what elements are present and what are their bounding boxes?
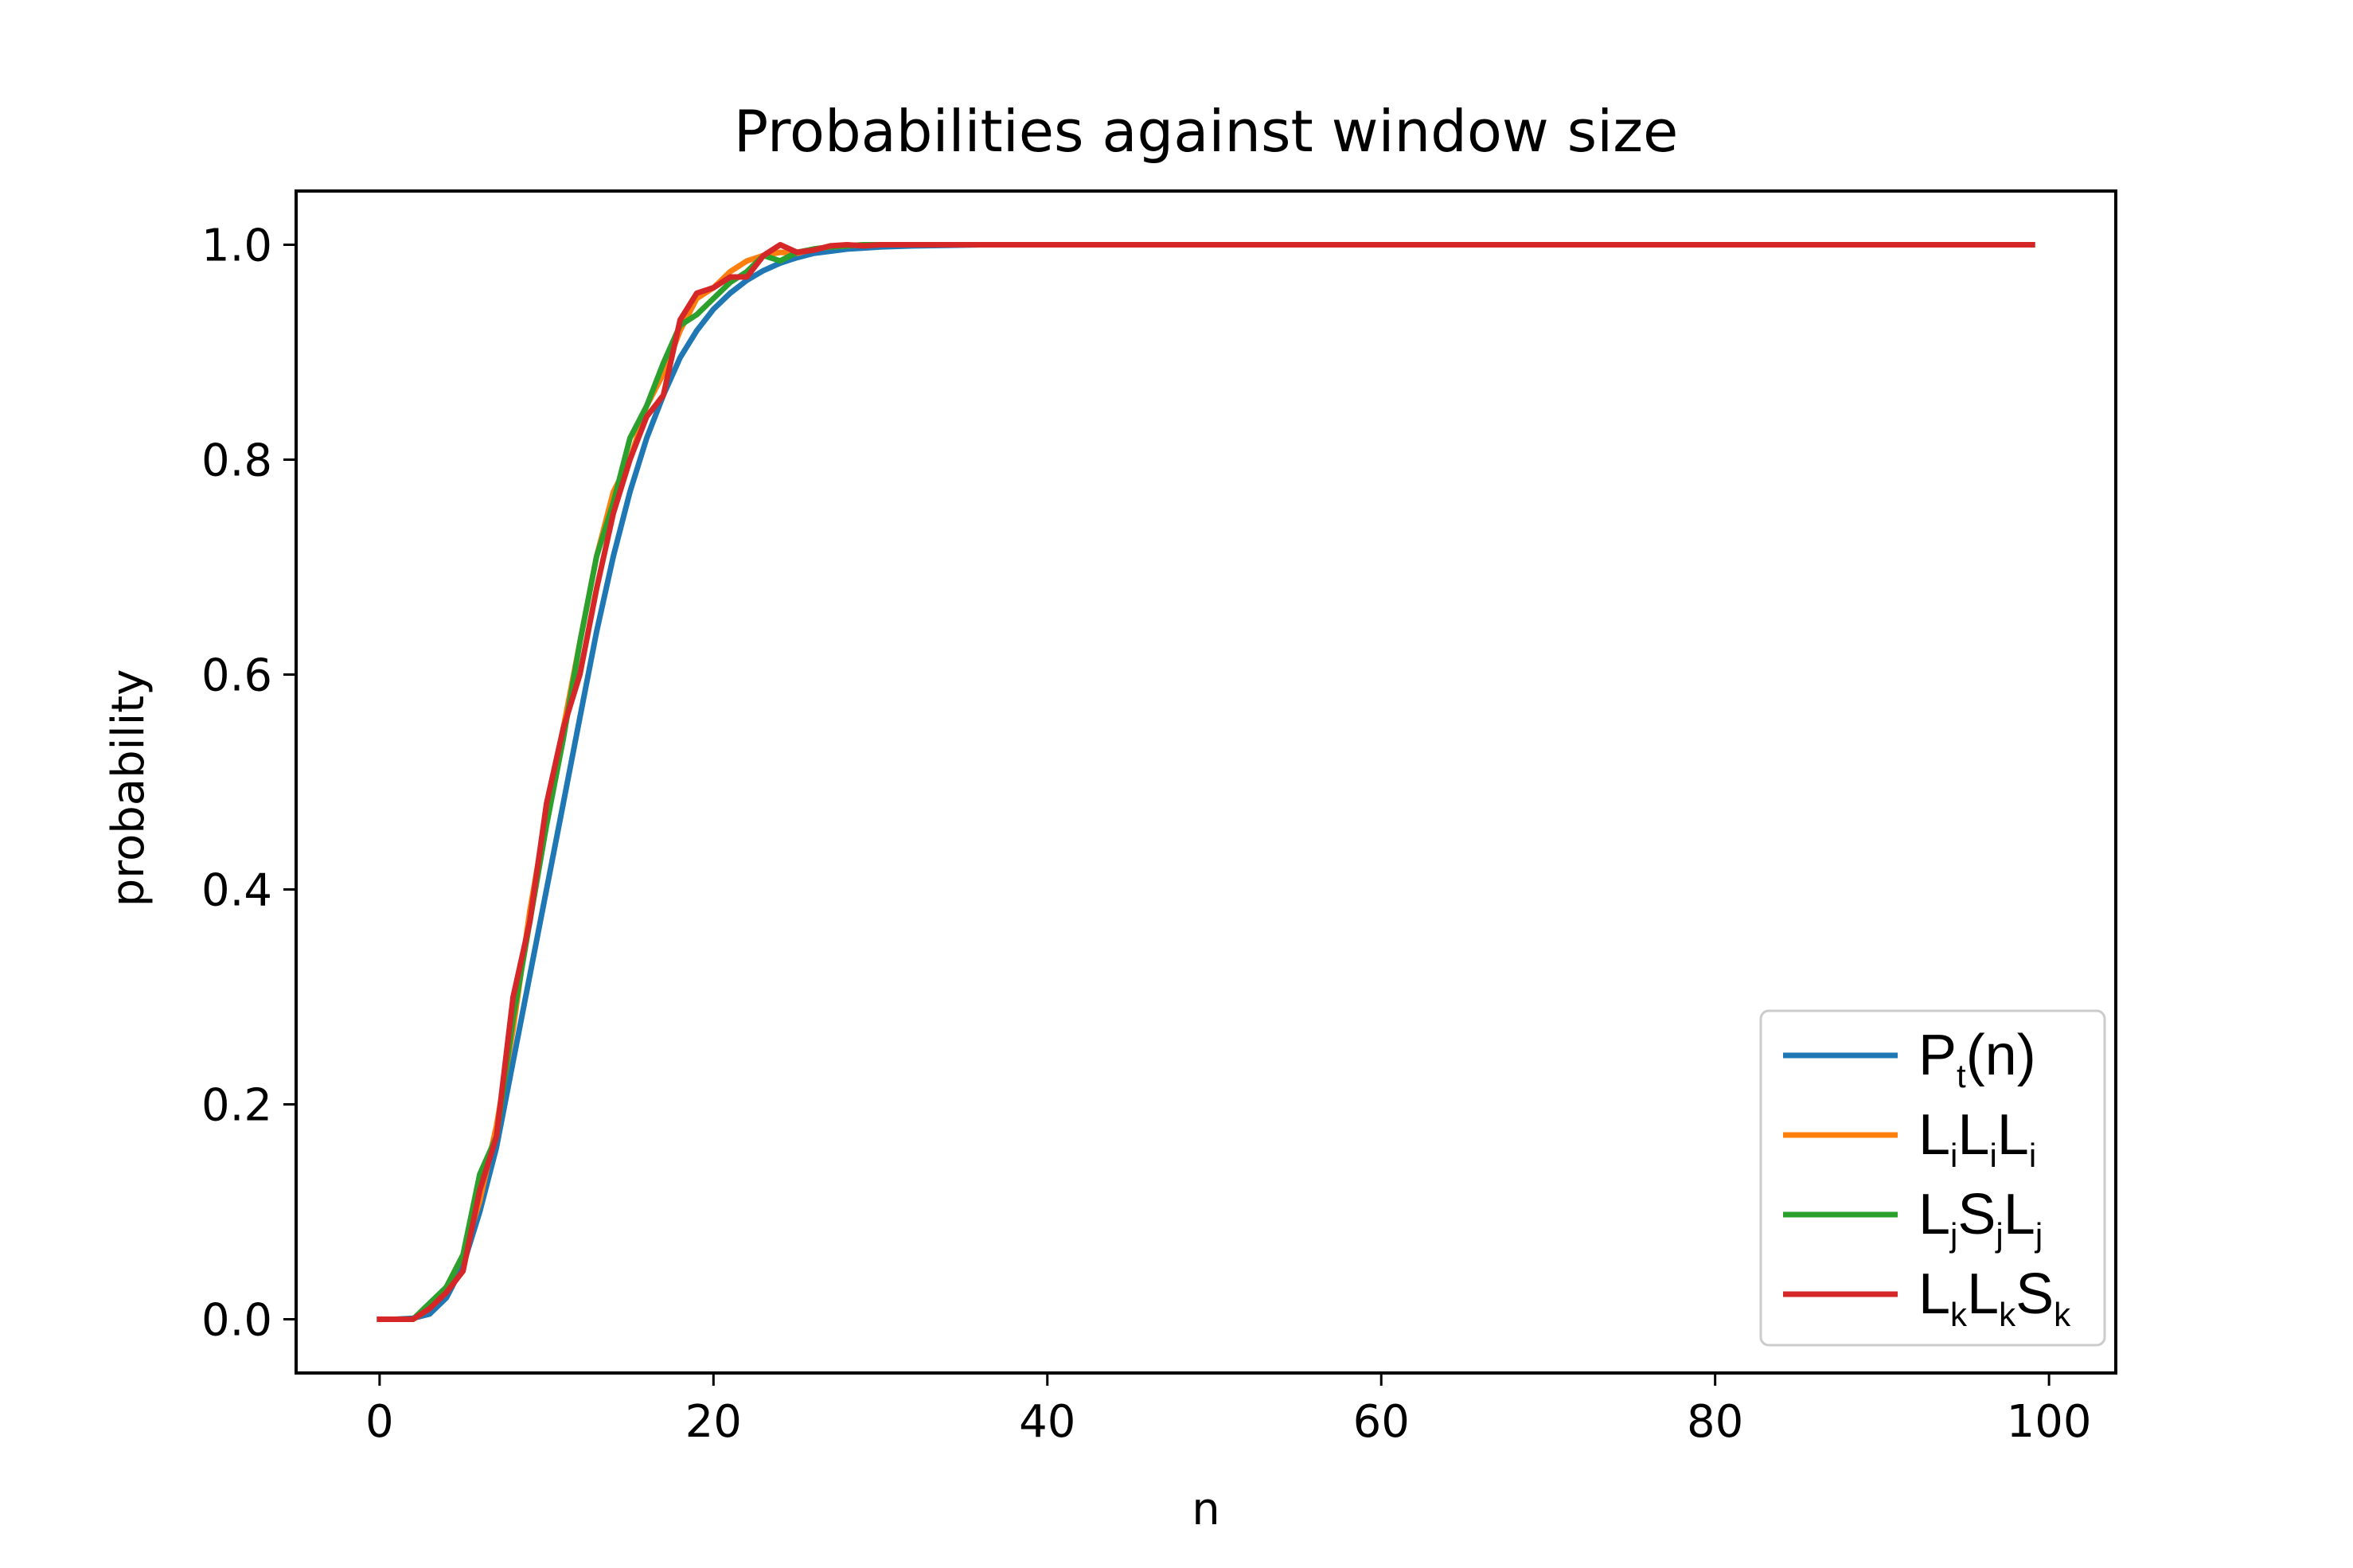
x-tick-label: 60 (1353, 1396, 1410, 1448)
y-tick-label: 0.4 (201, 865, 272, 917)
y-axis-label: probability (103, 669, 154, 907)
y-tick-label: 1.0 (201, 220, 272, 272)
legend-label-sub: k (1950, 1296, 1968, 1333)
legend-box (1759, 1009, 2106, 1347)
legend-label-base: L (1918, 1183, 1950, 1246)
y-tick-label: 0.2 (201, 1080, 272, 1132)
legend-label-base: S (2015, 1262, 2054, 1326)
legend-label-4: LkLkSk (1918, 1262, 2071, 1333)
legend-label-base: P (1918, 1024, 1957, 1087)
x-tick-label: 80 (1687, 1396, 1743, 1448)
x-tick-label: 40 (1019, 1396, 1075, 1448)
legend-label-base: L (1997, 1103, 2029, 1167)
x-tick-label: 0 (365, 1396, 394, 1448)
legend-label-base: L (2004, 1183, 2035, 1246)
y-tick-label: 0.6 (201, 650, 272, 702)
legend-label-sub: i (1950, 1137, 1957, 1174)
x-tick-group: 0 20 40 60 80 100 (365, 1373, 2092, 1448)
legend-label-base: L (1957, 1103, 1989, 1167)
legend-label-sub: j (2034, 1216, 2043, 1254)
legend-label-3: LjSjLj (1918, 1183, 2043, 1254)
chart-title: Probabilities against window size (734, 98, 1679, 165)
legend-label-sub: j (1949, 1216, 1957, 1254)
legend-label-base: L (1918, 1103, 1950, 1167)
legend-label-sub: k (1999, 1296, 2016, 1333)
x-tick-label: 20 (685, 1396, 742, 1448)
legend-label-base: L (1967, 1262, 1999, 1326)
legend-label-base: L (1918, 1262, 1950, 1326)
y-tick-group: 0.0 0.2 0.4 0.6 0.8 1.0 (201, 220, 296, 1347)
legend-label-2: LiLiLi (1918, 1103, 2036, 1174)
legend-label-sub: j (1994, 1216, 2003, 1254)
legend-label-1: Pt(n) (1918, 1024, 2036, 1094)
y-tick-label: 0.0 (201, 1295, 272, 1347)
legend-label-sub: i (2029, 1137, 2036, 1174)
series-line-4 (377, 242, 2035, 1322)
legend-label-sub: i (1989, 1137, 1996, 1174)
legend-label-sub: t (1957, 1057, 1966, 1094)
x-axis-label: n (1192, 1484, 1220, 1535)
legend-label-base: S (1957, 1183, 1996, 1246)
plot-series-group (377, 242, 2035, 1322)
x-tick-label: 100 (2007, 1396, 2092, 1448)
y-tick-label: 0.8 (201, 435, 272, 487)
legend-label-tail: (n) (1966, 1024, 2036, 1087)
legend-label-sub: k (2054, 1296, 2071, 1333)
plot-frame (295, 189, 2117, 1375)
